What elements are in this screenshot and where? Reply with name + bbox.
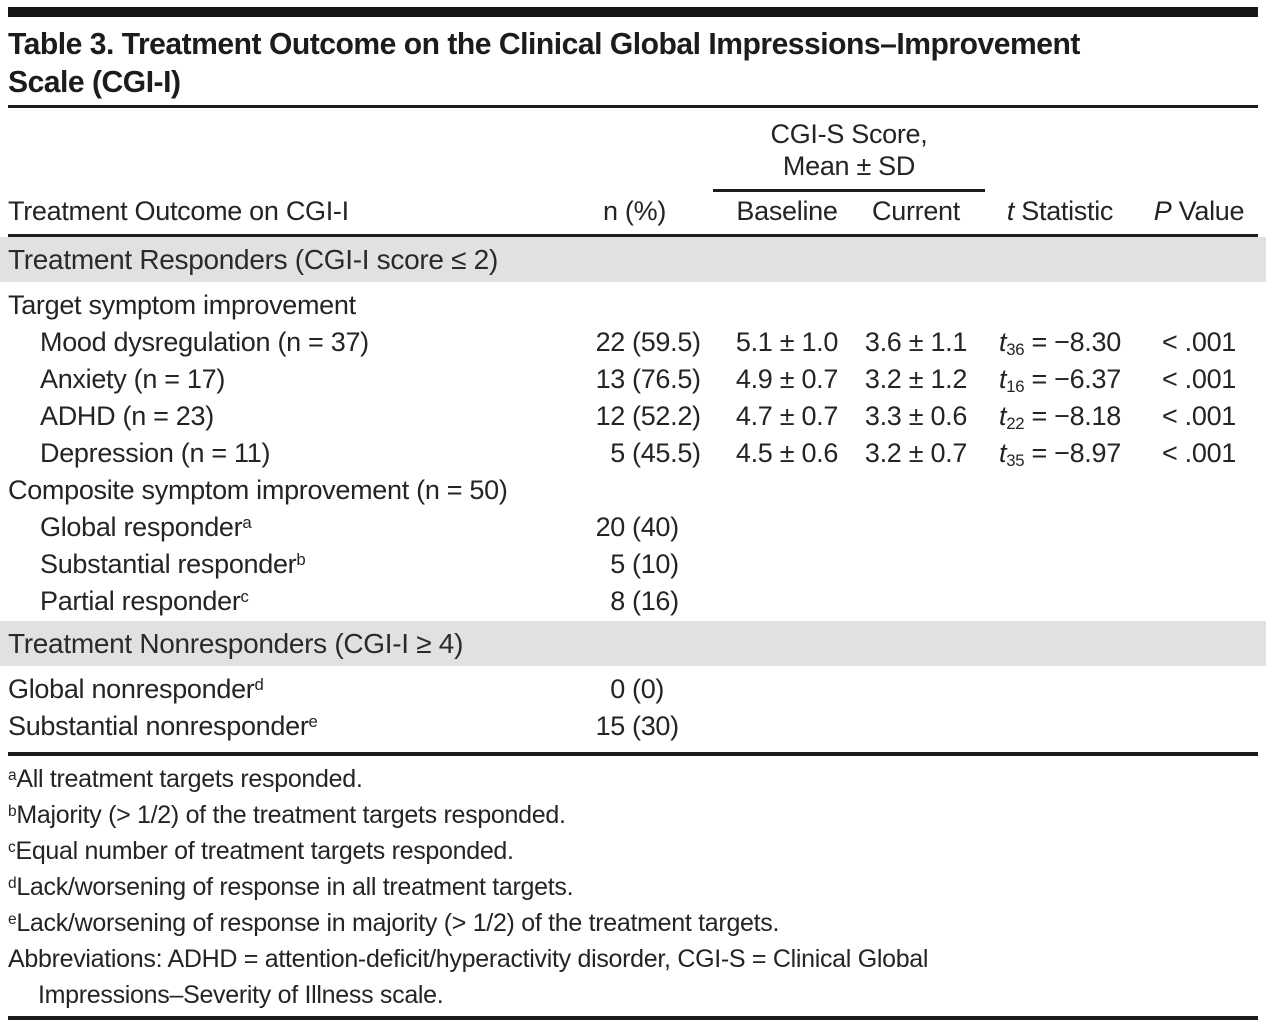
cell-n: 5 (10): [610, 549, 679, 579]
footnote-abbreviations-continued: Impressions–Severity of Illness scale.: [38, 981, 444, 1009]
cell-baseline: 5.1 ± 1.0: [735, 327, 839, 357]
cell-label: Depression (n = 11): [40, 438, 271, 468]
column-header-baseline: Baseline: [736, 196, 838, 226]
row-mood-dysregulation: Mood dysregulation (n = 37) 22 (59.5) 5.1…: [8, 325, 1258, 362]
footnote-c: cEqual number of treatment targets respo…: [8, 837, 514, 865]
responders-rows: Target symptom improvement Mood dysregul…: [8, 282, 1258, 621]
cell-n: 8 (16): [610, 586, 679, 616]
top-border-bar: [8, 7, 1258, 17]
cell-p-value: < .001: [1161, 364, 1237, 394]
table-figure: Table 3. Treatment Outcome on the Clinic…: [0, 7, 1266, 1020]
cell-p-value: < .001: [1161, 438, 1237, 468]
cell-label: ADHD (n = 23): [40, 401, 214, 431]
table-bottom-rule: [8, 752, 1258, 756]
column-header-t-statistic: t Statistic: [1006, 196, 1114, 226]
cell-current: 3.2 ± 1.2: [864, 364, 968, 394]
table-title-line2: Scale (CGI-I): [8, 64, 181, 99]
cell-baseline: 4.5 ± 0.6: [735, 438, 839, 468]
cell-label: Substantial responderb: [40, 549, 306, 579]
row-adhd: ADHD (n = 23) 12 (52.2) 4.7 ± 0.7 3.3 ± 0…: [8, 399, 1258, 436]
footer-rule: [8, 1016, 1258, 1020]
row-global-responder: Global respondera 20 (40): [8, 510, 1258, 547]
table-title-line1: Table 3. Treatment Outcome on the Clinic…: [8, 26, 1080, 61]
column-header-stub: Treatment Outcome on CGI-I: [8, 196, 349, 226]
footnote-b: bMajority (> 1/2) of the treatment targe…: [8, 801, 566, 829]
row-substantial-nonresponder: Substantial nonrespondere 15 (30): [8, 709, 1258, 746]
title-rule: [8, 105, 1258, 108]
cell-n: 22 (59.5): [595, 327, 701, 357]
column-header-n: n (%): [603, 196, 667, 226]
cell-label: Mood dysregulation (n = 37): [40, 327, 369, 357]
footnote-d: dLack/worsening of response in all treat…: [8, 873, 574, 901]
footnote-abbreviations: Abbreviations: ADHD = attention-deficit/…: [8, 945, 929, 973]
row-target-symptom-improvement: Target symptom improvement: [8, 288, 1258, 325]
row-anxiety: Anxiety (n = 17) 13 (76.5) 4.9 ± 0.7 3.2 …: [8, 362, 1258, 399]
cell-p-value: < .001: [1161, 327, 1237, 357]
spanner-line1: CGI-S Score,: [770, 119, 928, 149]
cell-label: Substantial nonrespondere: [8, 711, 318, 741]
cell-label: Global nonresponderd: [8, 674, 264, 704]
cell-n: 13 (76.5): [595, 364, 701, 394]
cell-current: 3.3 ± 0.6: [864, 401, 968, 431]
row-composite-symptom-improvement: Composite symptom improvement (n = 50): [8, 473, 1258, 510]
row-global-nonresponder: Global nonresponderd 0 (0): [8, 672, 1258, 709]
cell-current: 3.2 ± 0.7: [864, 438, 968, 468]
cell-label: Anxiety (n = 17): [40, 364, 226, 394]
cell-label: Target symptom improvement: [8, 290, 356, 320]
cell-t-statistic: t36 = −8.30: [999, 327, 1121, 359]
cell-t-statistic: t16 = −6.37: [999, 364, 1121, 396]
cell-n: 0 (0): [610, 674, 665, 704]
spanner-line2: Mean ± SD: [782, 151, 916, 181]
cell-baseline: 4.7 ± 0.7: [735, 401, 839, 431]
table-title: Table 3. Treatment Outcome on the Clinic…: [8, 25, 1221, 101]
cell-t-statistic: t22 = −8.18: [999, 401, 1121, 433]
footnote-e: eLack/worsening of response in majority …: [8, 909, 780, 937]
nonresponders-rows: Global nonresponderd 0 (0) Substantial no…: [8, 666, 1258, 746]
column-header-current: Current: [872, 196, 960, 226]
row-depression: Depression (n = 11) 5 (45.5) 4.5 ± 0.6 3.…: [8, 436, 1258, 473]
header-rule: [8, 234, 1258, 237]
section-header-nonresponders: Treatment Nonresponders (CGI-I ≥ 4): [0, 621, 1266, 666]
cell-label: Partial responderc: [40, 586, 249, 616]
row-substantial-responder: Substantial responderb 5 (10): [8, 547, 1258, 584]
cell-current: 3.6 ± 1.1: [864, 327, 968, 357]
footnotes: aAll treatment targets responded. bMajor…: [8, 761, 1258, 1013]
cell-label: Composite symptom improvement (n = 50): [8, 475, 508, 505]
column-header-row: Treatment Outcome on CGI-I n (%) Baselin…: [8, 196, 1258, 234]
cell-t-statistic: t35 = −8.97: [999, 438, 1121, 470]
cell-p-value: < .001: [1161, 401, 1237, 431]
cell-n: 5 (45.5): [610, 438, 701, 468]
cell-n: 12 (52.2): [595, 401, 701, 431]
cell-baseline: 4.9 ± 0.7: [735, 364, 839, 394]
footnote-a: aAll treatment targets responded.: [8, 765, 363, 793]
column-header-p-value: P Value: [1153, 196, 1245, 226]
column-spanner-cgis-score: CGI-S Score, Mean ± SD: [713, 118, 985, 192]
cell-n: 20 (40): [595, 512, 680, 542]
row-partial-responder: Partial responderc 8 (16): [8, 584, 1258, 621]
cell-n: 15 (30): [595, 711, 680, 741]
section-header-responders: Treatment Responders (CGI-I score ≤ 2): [0, 237, 1266, 282]
cell-label: Global respondera: [40, 512, 252, 542]
